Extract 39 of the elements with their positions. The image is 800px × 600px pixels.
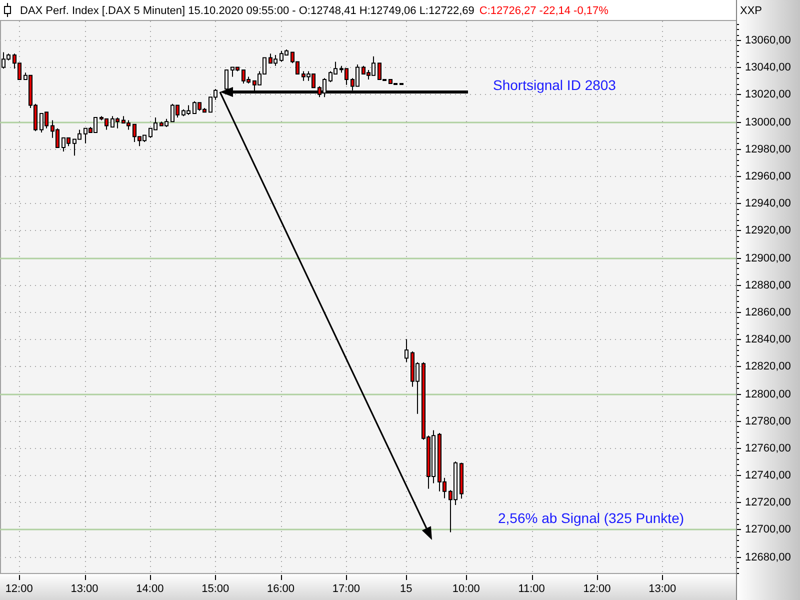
y-tick-label: 12900,00 bbox=[745, 252, 791, 264]
y-tick-label: 12820,00 bbox=[745, 360, 791, 372]
y-tick-label: 12800,00 bbox=[745, 388, 791, 400]
y-tick-label: 12680,00 bbox=[745, 552, 791, 564]
x-tick-label: 12:00 bbox=[5, 583, 33, 595]
y-tick-label: 13040,00 bbox=[745, 62, 791, 74]
y-tick-label: 12780,00 bbox=[745, 416, 791, 428]
candlestick bbox=[404, 338, 408, 363]
candlestick bbox=[460, 462, 464, 500]
y-tick-label: 13020,00 bbox=[745, 88, 791, 100]
x-tick-label: 17:00 bbox=[332, 583, 360, 595]
x-tick-label: 15:00 bbox=[202, 583, 230, 595]
y-tick-label: 13000,00 bbox=[745, 116, 791, 128]
y-tick-label: 12980,00 bbox=[745, 144, 791, 156]
y-tick-label: 12720,00 bbox=[745, 496, 791, 508]
x-tick-label: 14:00 bbox=[136, 583, 164, 595]
y-tick-label: 12920,00 bbox=[745, 224, 791, 236]
x-tick-label: 15 bbox=[400, 583, 412, 595]
x-tick-label: 13:00 bbox=[648, 583, 676, 595]
y-tick-label: 12960,00 bbox=[745, 170, 791, 182]
annotation: 2,56% ab Signal (325 Punkte) bbox=[498, 510, 684, 526]
candlestick bbox=[224, 69, 228, 92]
x-tick-label: 12:00 bbox=[583, 583, 611, 595]
annotation: Shortsignal ID 2803 bbox=[493, 77, 616, 93]
y-tick-label: 12860,00 bbox=[745, 306, 791, 318]
y-tick-label: 12940,00 bbox=[745, 198, 791, 210]
y-tick-label: 12740,00 bbox=[745, 470, 791, 482]
chart-title: DAX Perf. Index [.DAX 5 Minuten] 15.10.2020 09:55:00 - O:12748,41 H:12749,06 L:12722,69 bbox=[20, 5, 474, 17]
chart-subtitle: C:12726,27 -22,14 -0,17% bbox=[479, 5, 609, 17]
x-tick-label: 10:00 bbox=[452, 583, 480, 595]
y-tick-label: 12760,00 bbox=[745, 442, 791, 454]
y-tick-label: 12880,00 bbox=[745, 280, 791, 292]
y-tick-label: 12840,00 bbox=[745, 334, 791, 346]
x-tick-label: 13:00 bbox=[70, 583, 98, 595]
y-axis-title: XXP bbox=[740, 5, 762, 17]
y-tick-label: 13060,00 bbox=[745, 34, 791, 46]
x-tick-label: 16:00 bbox=[267, 583, 295, 595]
x-tick-label: 11:00 bbox=[518, 583, 545, 595]
y-tick-label: 12700,00 bbox=[745, 524, 791, 536]
